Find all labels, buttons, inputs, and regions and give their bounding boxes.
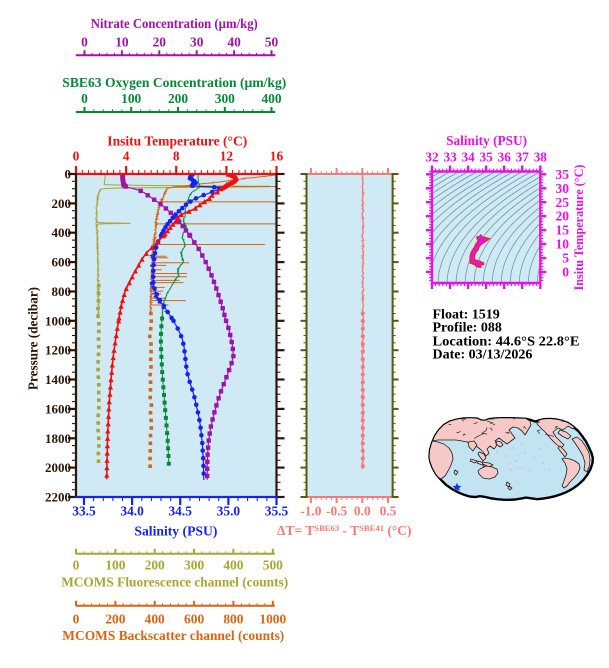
svg-text:1200: 1200 xyxy=(45,343,71,358)
svg-text:0: 0 xyxy=(81,35,88,50)
svg-text:15: 15 xyxy=(556,223,570,238)
svg-text:30: 30 xyxy=(190,35,204,50)
svg-text:Date: 03/13/2026: Date: 03/13/2026 xyxy=(433,348,533,363)
svg-text:37: 37 xyxy=(516,150,530,165)
svg-text:40: 40 xyxy=(227,35,241,50)
svg-text:200: 200 xyxy=(105,612,125,627)
svg-text:16: 16 xyxy=(270,148,284,163)
svg-text:35.0: 35.0 xyxy=(217,504,241,519)
svg-text:34.5: 34.5 xyxy=(168,504,192,519)
svg-text:34: 34 xyxy=(462,150,476,165)
svg-text:400: 400 xyxy=(261,91,281,106)
svg-text:Profile: 088: Profile: 088 xyxy=(433,321,502,336)
svg-text:800: 800 xyxy=(52,284,72,299)
svg-text:4: 4 xyxy=(123,148,130,163)
svg-text:SBE63 Oxygen Concentration (µm: SBE63 Oxygen Concentration (µm/kg) xyxy=(62,75,286,90)
svg-text:Insitu Temperature (°C): Insitu Temperature (°C) xyxy=(572,165,586,291)
svg-text:50: 50 xyxy=(265,35,279,50)
svg-text:Pressure (decibar): Pressure (decibar) xyxy=(26,287,41,390)
svg-text:300: 300 xyxy=(184,558,204,573)
svg-text:8: 8 xyxy=(173,148,180,163)
svg-text:2200: 2200 xyxy=(45,490,71,505)
svg-text:2000: 2000 xyxy=(45,460,71,475)
svg-text:Insitu Temperature (°C): Insitu Temperature (°C) xyxy=(107,134,247,149)
svg-text:Float: 1519: Float: 1519 xyxy=(433,308,500,323)
svg-text:30: 30 xyxy=(556,181,570,196)
svg-text:10: 10 xyxy=(556,237,570,252)
svg-text:0: 0 xyxy=(81,91,88,106)
svg-text:0: 0 xyxy=(65,167,72,182)
svg-text:1600: 1600 xyxy=(45,401,71,416)
svg-text:32: 32 xyxy=(425,150,439,165)
svg-text:36: 36 xyxy=(498,150,512,165)
svg-text:35: 35 xyxy=(480,150,494,165)
svg-text:200: 200 xyxy=(52,196,72,211)
svg-text:33.5: 33.5 xyxy=(72,504,96,519)
svg-text:300: 300 xyxy=(215,91,235,106)
svg-text:ΔT= TSBE63 - TSBE41 (°C): ΔT= TSBE63 - TSBE41 (°C) xyxy=(277,523,412,538)
svg-text:500: 500 xyxy=(263,558,283,573)
svg-text:100: 100 xyxy=(121,91,141,106)
svg-text:800: 800 xyxy=(223,612,243,627)
svg-text:0: 0 xyxy=(73,612,80,627)
svg-text:MCOMS Fluorescence channel (co: MCOMS Fluorescence channel (counts) xyxy=(61,575,288,590)
svg-text:5: 5 xyxy=(562,251,569,266)
svg-text:1000: 1000 xyxy=(45,313,71,328)
svg-text:1800: 1800 xyxy=(45,431,71,446)
svg-text:10: 10 xyxy=(115,35,129,50)
svg-text:Nitrate Concentration (µm/kg): Nitrate Concentration (µm/kg) xyxy=(91,16,258,31)
svg-text:-1.0: -1.0 xyxy=(300,504,322,519)
svg-text:0.5: 0.5 xyxy=(380,504,397,519)
svg-text:600: 600 xyxy=(184,612,204,627)
svg-text:0.0: 0.0 xyxy=(354,504,371,519)
svg-text:1400: 1400 xyxy=(45,372,71,387)
svg-text:25: 25 xyxy=(556,195,570,210)
svg-text:0: 0 xyxy=(73,558,80,573)
svg-text:12: 12 xyxy=(220,148,234,163)
svg-text:Salinity (PSU): Salinity (PSU) xyxy=(134,524,217,540)
svg-text:MCOMS Backscatter channel (cou: MCOMS Backscatter channel (counts) xyxy=(62,628,284,643)
svg-text:35.5: 35.5 xyxy=(265,504,289,519)
svg-text:100: 100 xyxy=(105,558,125,573)
svg-text:38: 38 xyxy=(534,150,548,165)
svg-text:200: 200 xyxy=(168,91,188,106)
svg-text:35: 35 xyxy=(556,167,570,182)
svg-text:0: 0 xyxy=(562,265,569,280)
svg-text:200: 200 xyxy=(145,558,165,573)
svg-text:400: 400 xyxy=(223,558,243,573)
svg-text:20: 20 xyxy=(556,209,570,224)
svg-text:Location: 44.6°S 22.8°E: Location: 44.6°S 22.8°E xyxy=(433,335,580,350)
svg-text:400: 400 xyxy=(145,612,165,627)
svg-text:0: 0 xyxy=(73,148,80,163)
svg-text:600: 600 xyxy=(52,255,72,270)
svg-text:20: 20 xyxy=(153,35,167,50)
svg-text:34.0: 34.0 xyxy=(120,504,144,519)
svg-text:-0.5: -0.5 xyxy=(326,504,348,519)
svg-text:Salinity (PSU): Salinity (PSU) xyxy=(446,133,527,148)
svg-text:400: 400 xyxy=(52,225,72,240)
svg-text:1000: 1000 xyxy=(259,612,286,627)
svg-text:33: 33 xyxy=(444,150,458,165)
